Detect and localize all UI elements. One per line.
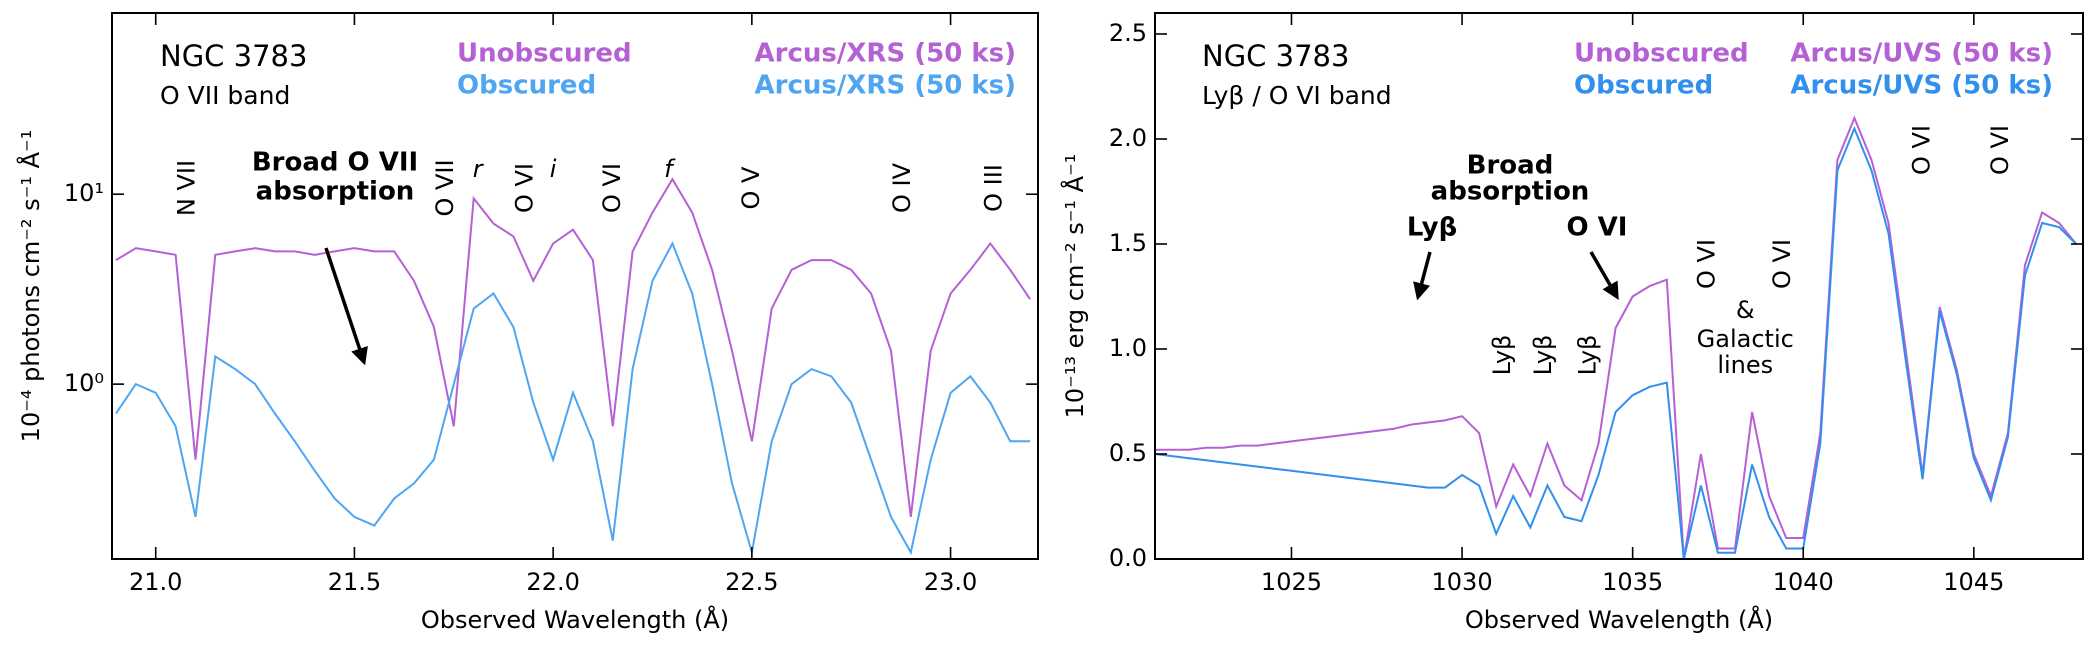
y-tick-label: 1.0 — [1109, 334, 1147, 362]
panel-subtitle: O VII band — [160, 81, 290, 110]
y-tick-label: 2.0 — [1109, 124, 1147, 152]
annotation: Lyβ — [1407, 213, 1457, 243]
legend-entry: Unobscured — [457, 39, 632, 69]
line-label: N VII — [173, 160, 201, 216]
x-tick-label: 22.0 — [526, 568, 579, 596]
line-label: O VI — [510, 163, 538, 213]
x-tick-label: 1025 — [1261, 568, 1322, 596]
y-tick-label: 1.5 — [1109, 229, 1147, 257]
x-tick-label: 1040 — [1773, 568, 1834, 596]
annotation-arrow — [1413, 251, 1432, 301]
line-label: f — [664, 155, 676, 183]
y-tick-label: 0.0 — [1109, 544, 1147, 572]
annotation-arrow — [324, 247, 368, 366]
axes-frame — [111, 12, 1039, 560]
line-label: O IV — [888, 162, 916, 213]
plot-area — [115, 177, 1031, 556]
legend-instrument: Arcus/UVS (50 ks) — [1790, 71, 2053, 101]
spectrum-line — [115, 241, 1031, 556]
y-axis-label: 10⁻⁴ photons cm⁻² s⁻¹ Å⁻¹ — [16, 130, 45, 443]
panel-title: NGC 3783 — [1202, 39, 1349, 73]
line-label: O VI — [1908, 125, 1936, 175]
line-label: O VII — [431, 159, 459, 216]
x-axis-label: Observed Wavelength (Å) — [1465, 605, 1773, 634]
line-label: O VI — [598, 163, 626, 213]
y-tick-label: 10¹ — [64, 179, 104, 207]
galactic-note: & — [1736, 296, 1755, 324]
spectrum-line — [1155, 115, 2077, 559]
x-tick-label: 1030 — [1432, 568, 1493, 596]
line-label: i — [550, 155, 557, 183]
x-tick-label: 1045 — [1943, 568, 2004, 596]
line-label: Lyβ — [1488, 335, 1516, 376]
x-axis-label: Observed Wavelength (Å) — [421, 605, 729, 634]
line-label: Lyβ — [1529, 335, 1557, 376]
x-tick-label: 1035 — [1602, 568, 1663, 596]
legend-entry: Unobscured — [1574, 39, 1749, 69]
x-tick-label: 22.5 — [725, 568, 778, 596]
panel-subtitle: Lyβ / O VI band — [1202, 81, 1392, 110]
spectrum-line — [115, 177, 1031, 518]
y-axis-label: 10⁻¹³ erg cm⁻² s⁻¹ Å⁻¹ — [1060, 154, 1089, 419]
galactic-note: Galactic — [1697, 325, 1794, 353]
y-tick-label: 10⁰ — [64, 369, 104, 397]
annotation: Broad O VII — [252, 148, 418, 178]
y-tick-label: 2.5 — [1109, 19, 1147, 47]
x-tick-label: 21.5 — [328, 568, 381, 596]
line-label: O VI — [1693, 239, 1721, 289]
x-tick-label: 23.0 — [924, 568, 977, 596]
line-label: O V — [737, 166, 765, 210]
plot-area — [1155, 115, 2077, 559]
line-label: O III — [979, 164, 1007, 212]
annotation: O VI — [1567, 213, 1628, 243]
line-label: O VI — [1768, 239, 1796, 289]
legend-entry: Obscured — [457, 71, 596, 101]
axes-frame — [1154, 12, 2084, 560]
annotation: absorption — [256, 177, 415, 207]
line-label: O VI — [1986, 125, 2014, 175]
line-label: r — [473, 155, 485, 183]
legend-instrument: Arcus/XRS (50 ks) — [755, 71, 1016, 101]
galactic-note: lines — [1717, 351, 1773, 379]
panel-title: NGC 3783 — [160, 39, 307, 73]
annotation: Broad — [1467, 151, 1554, 181]
legend-entry: Obscured — [1574, 71, 1713, 101]
spectrum-line — [1155, 125, 2077, 559]
legend-instrument: Arcus/UVS (50 ks) — [1790, 39, 2053, 69]
x-tick-label: 21.0 — [129, 568, 182, 596]
y-tick-label: 0.5 — [1109, 439, 1147, 467]
legend-instrument: Arcus/XRS (50 ks) — [755, 39, 1016, 69]
annotation-arrow — [1589, 251, 1619, 301]
annotation: absorption — [1431, 177, 1590, 207]
line-label: Lyβ — [1573, 335, 1601, 376]
